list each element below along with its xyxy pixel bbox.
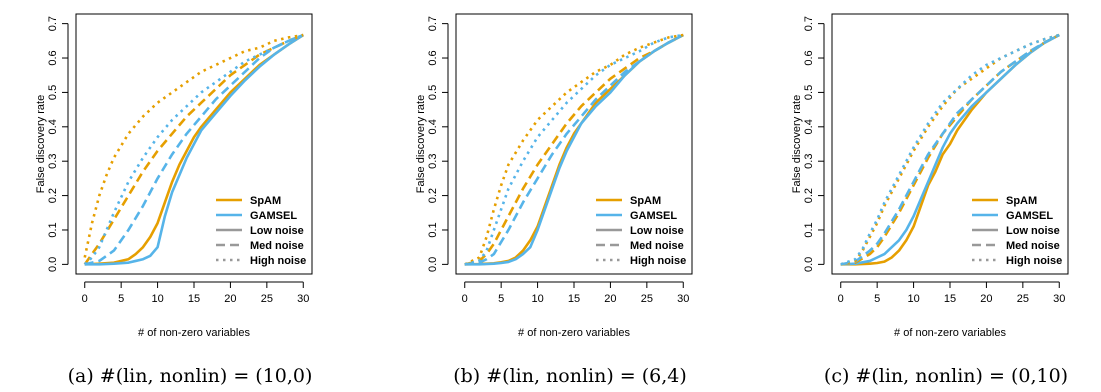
legend-label: Low noise [630, 225, 684, 237]
x-tick-label: 30 [297, 293, 309, 305]
series-line-gamsel-med-noise [464, 33, 684, 266]
x-tick-label: 10 [531, 293, 543, 305]
series-line-spam-med-noise [83, 33, 304, 266]
legend-label: High noise [630, 255, 686, 267]
x-tick-label: 5 [118, 293, 124, 305]
x-tick-label: 20 [980, 293, 992, 305]
y-tick-label: 0.7 [427, 16, 439, 31]
x-tick-label: 15 [568, 293, 580, 305]
y-tick-label: 0.4 [803, 119, 815, 134]
y-tick-label: 0.0 [803, 257, 815, 272]
x-tick-label: 0 [82, 293, 88, 305]
plot-frame [831, 13, 1069, 275]
y-tick-label: 0.3 [47, 154, 59, 169]
legend-label: SpAM [1006, 195, 1037, 207]
y-tick-label: 0.7 [803, 16, 815, 31]
legend-label: GAMSEL [630, 210, 677, 222]
y-tick-label: 0.4 [427, 119, 439, 134]
chart-panel-1: 0 5 10 15 20 25 30 0.0 0.1 0.2 0.3 0.4 0.5 0.6 0.7 Fals… [35, 13, 313, 387]
series-line-gamsel-high-noise [83, 33, 304, 266]
series-line-gamsel-low-noise [84, 33, 304, 266]
y-tick-label: 0.2 [47, 188, 59, 203]
x-axis-title: # of non-zero variables [894, 327, 1006, 339]
x-tick-label: 0 [838, 293, 844, 305]
x-tick-label: 5 [874, 293, 880, 305]
x-tick-label: 30 [1053, 293, 1065, 305]
legend-label: SpAM [250, 195, 281, 207]
y-tick-label: 0.3 [803, 154, 815, 169]
series-line-gamsel-med-noise [84, 33, 304, 266]
y-tick-label: 0.2 [427, 188, 439, 203]
y-tick-label: 0.1 [427, 222, 439, 237]
y-tick-label: 0.7 [47, 16, 59, 31]
y-tick-label: 0.4 [47, 119, 59, 134]
panel-caption: (c) #(lin, nonlin) = (0,10) [824, 365, 1068, 387]
y-tick-label: 0.5 [427, 85, 439, 100]
x-tick-label: 30 [677, 293, 689, 305]
y-tick-label: 0.3 [427, 154, 439, 169]
y-tick-label: 0.5 [803, 85, 815, 100]
y-tick-label: 0.0 [427, 257, 439, 272]
x-tick-label: 10 [151, 293, 163, 305]
x-tick-label: 25 [261, 293, 273, 305]
y-axis-title: False discovery rate [35, 95, 47, 193]
series-line-spam-high-noise [464, 33, 684, 266]
legend-label: Med noise [1006, 240, 1060, 252]
legend-label: GAMSEL [1006, 210, 1053, 222]
y-axis-title: False discovery rate [791, 95, 803, 193]
panel-caption: (a) #(lin, nonlin) = (10,0) [68, 365, 313, 387]
legend-label: GAMSEL [250, 210, 297, 222]
legend-label: High noise [1006, 255, 1062, 267]
series-line-gamsel-low-noise [464, 33, 684, 266]
series-line-gamsel-high-noise [840, 33, 1060, 266]
x-tick-label: 20 [224, 293, 236, 305]
legend: SpAM GAMSEL Low noise Med noise High noise [216, 195, 306, 267]
series-line-spam-med-noise [464, 33, 684, 266]
plot-frame [455, 13, 693, 275]
x-axis-title: # of non-zero variables [518, 327, 630, 339]
x-tick-label: 15 [188, 293, 200, 305]
legend-label: Med noise [250, 240, 304, 252]
y-tick-label: 0.1 [47, 222, 59, 237]
legend-label: Low noise [250, 225, 304, 237]
legend: SpAM GAMSEL Low noise Med noise High noise [972, 195, 1062, 267]
x-tick-label: 20 [604, 293, 616, 305]
panel-caption: (b) #(lin, nonlin) = (6,4) [453, 365, 687, 387]
y-tick-label: 0.6 [803, 50, 815, 65]
x-tick-label: 15 [944, 293, 956, 305]
chart-panel-2: 0 5 10 15 20 25 30 0.0 0.1 0.2 0.3 0.4 0.5 0.6 0.7 Fals… [415, 13, 693, 387]
y-tick-label: 0.1 [803, 222, 815, 237]
x-tick-label: 25 [641, 293, 653, 305]
chart-panel-3: 0 5 10 15 20 25 30 0.0 0.1 0.2 0.3 0.4 0.5 0.6 0.7 Fals… [791, 13, 1069, 387]
plot-frame [75, 13, 313, 275]
x-tick-label: 5 [498, 293, 504, 305]
x-tick-label: 0 [462, 293, 468, 305]
x-tick-label: 10 [907, 293, 919, 305]
y-tick-label: 0.5 [47, 85, 59, 100]
legend: SpAM GAMSEL Low noise Med noise High noise [596, 195, 686, 267]
series-line-spam-high-noise [83, 33, 304, 258]
y-tick-label: 0.2 [803, 188, 815, 203]
y-axis-title: False discovery rate [415, 95, 427, 193]
legend-label: Med noise [630, 240, 684, 252]
y-tick-label: 0.0 [47, 257, 59, 272]
series-line-gamsel-med-noise [840, 33, 1060, 266]
series-line-gamsel-low-noise [840, 33, 1060, 266]
legend-label: SpAM [630, 195, 661, 207]
x-tick-label: 25 [1017, 293, 1029, 305]
legend-label: Low noise [1006, 225, 1060, 237]
legend-label: High noise [250, 255, 306, 267]
y-tick-label: 0.6 [47, 50, 59, 65]
x-axis-title: # of non-zero variables [138, 327, 250, 339]
y-tick-label: 0.6 [427, 50, 439, 65]
